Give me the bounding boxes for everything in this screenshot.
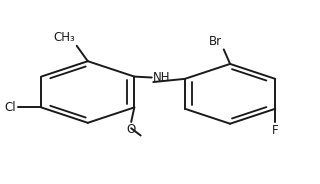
Text: O: O bbox=[126, 123, 136, 136]
Text: CH₃: CH₃ bbox=[53, 31, 75, 44]
Text: NH: NH bbox=[153, 71, 170, 84]
Text: Br: Br bbox=[209, 35, 222, 48]
Text: Cl: Cl bbox=[4, 101, 16, 114]
Text: F: F bbox=[272, 124, 279, 137]
